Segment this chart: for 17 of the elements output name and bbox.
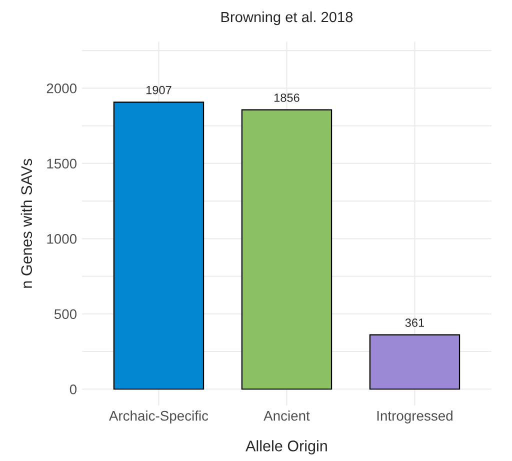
y-axis-title: n Genes with SAVs (20, 158, 32, 288)
bar (369, 334, 460, 390)
y-tick-label: 1500 (47, 158, 77, 169)
bar (113, 102, 204, 390)
x-tick-label: Ancient (264, 410, 310, 421)
y-tick-label: 2000 (46, 83, 77, 94)
y-tick-label: 0 (70, 384, 77, 394)
chart-title: Browning et al. 2018 (221, 11, 353, 26)
y-tick-label: 500 (54, 309, 77, 320)
data-label: 1907 (146, 86, 172, 94)
y-tick-label: 1000 (47, 234, 77, 244)
bar (241, 109, 332, 390)
x-tick-label: Archaic-Specific (108, 410, 208, 424)
data-label: 361 (405, 318, 424, 327)
data-label: 1856 (274, 94, 300, 102)
x-tick-label: Introgressed (377, 410, 452, 424)
x-axis-title: Allele Origin (246, 440, 327, 454)
